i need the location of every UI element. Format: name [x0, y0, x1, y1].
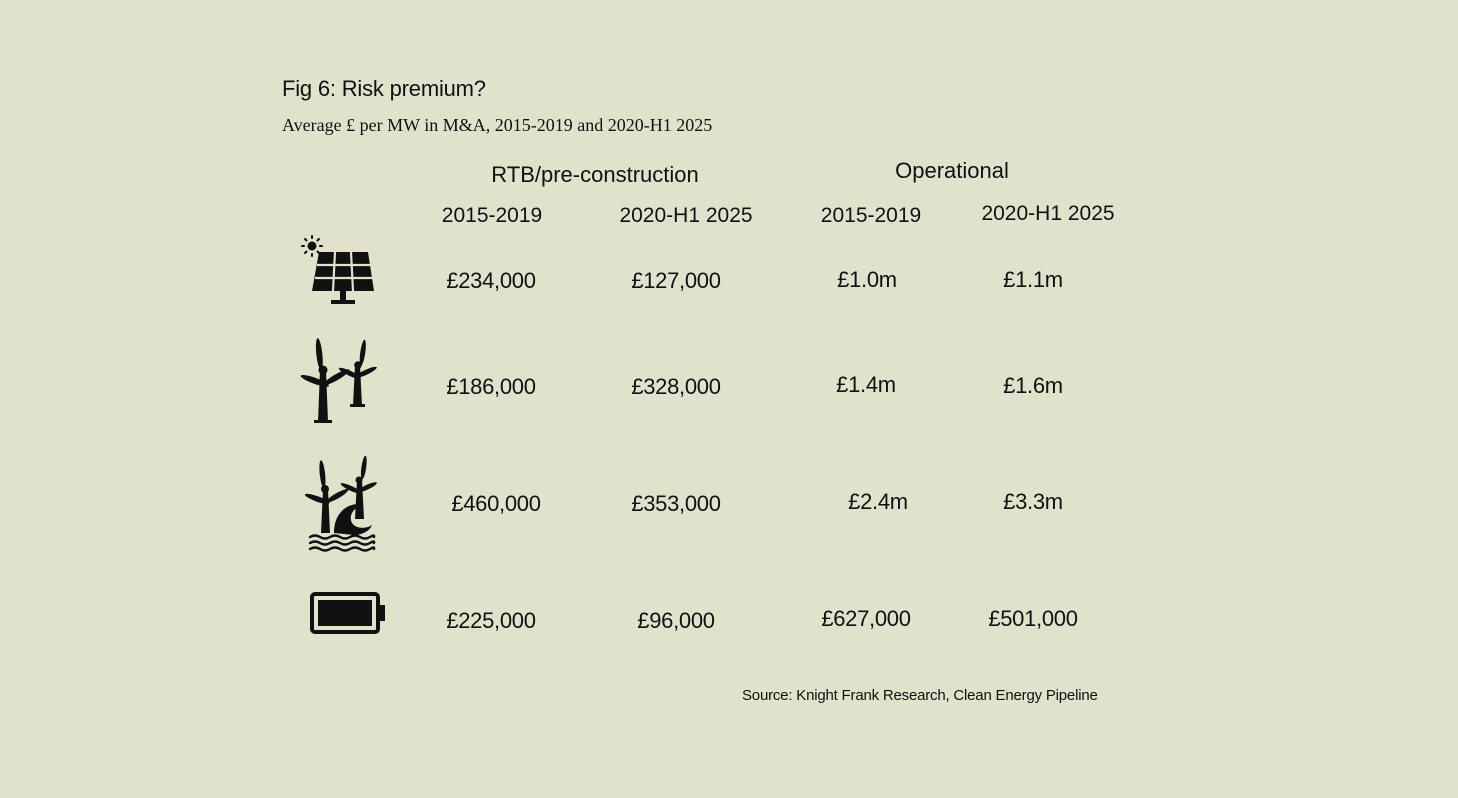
cell-onshore-operational-2015-2019: £1.4m [836, 372, 896, 397]
cell-offshore-rtb-2020-h1-2025: £353,000 [631, 491, 721, 516]
column-header-operational-2020-h1-2025: 2020-H1 2025 [981, 202, 1115, 225]
cell-offshore-operational-2020-h1-2025: £3.3m [1003, 489, 1063, 514]
cell-onshore-rtb-2020-h1-2025: £328,000 [631, 374, 721, 399]
figure-subtitle: Average £ per MW in M&A, 2015-2019 and 2… [282, 115, 713, 135]
offshore-wind-turbine-icon [304, 455, 377, 552]
solar-panel-icon [301, 235, 374, 304]
source-note: Source: Knight Frank Research, Clean Ene… [742, 687, 1098, 704]
cell-offshore-operational-2015-2019: £2.4m [848, 489, 908, 514]
cell-battery-operational-2020-h1-2025: £501,000 [988, 606, 1078, 631]
cell-battery-operational-2015-2019: £627,000 [821, 606, 911, 631]
cell-offshore-rtb-2015-2019: £460,000 [451, 491, 541, 516]
column-header-rtb-2020-h1-2025: 2020-H1 2025 [619, 204, 753, 227]
cell-battery-rtb-2020-h1-2025: £96,000 [637, 608, 715, 633]
battery-icon [310, 592, 385, 634]
cell-onshore-rtb-2015-2019: £186,000 [446, 374, 536, 399]
cell-onshore-operational-2020-h1-2025: £1.6m [1003, 373, 1063, 398]
group-header-operational: Operational [895, 158, 1009, 183]
column-header-operational-2015-2019: 2015-2019 [820, 204, 922, 227]
figure-title: Fig 6: Risk premium? [282, 76, 486, 101]
group-header-rtb: RTB/pre-construction [491, 162, 699, 187]
cell-solar-operational-2015-2019: £1.0m [837, 267, 897, 292]
column-header-rtb-2015-2019: 2015-2019 [441, 204, 543, 227]
cell-solar-operational-2020-h1-2025: £1.1m [1003, 267, 1063, 292]
onshore-wind-turbine-icon [300, 338, 377, 423]
cell-solar-rtb-2020-h1-2025: £127,000 [631, 268, 721, 293]
cell-solar-rtb-2015-2019: £234,000 [446, 268, 536, 293]
cell-battery-rtb-2015-2019: £225,000 [446, 608, 536, 633]
